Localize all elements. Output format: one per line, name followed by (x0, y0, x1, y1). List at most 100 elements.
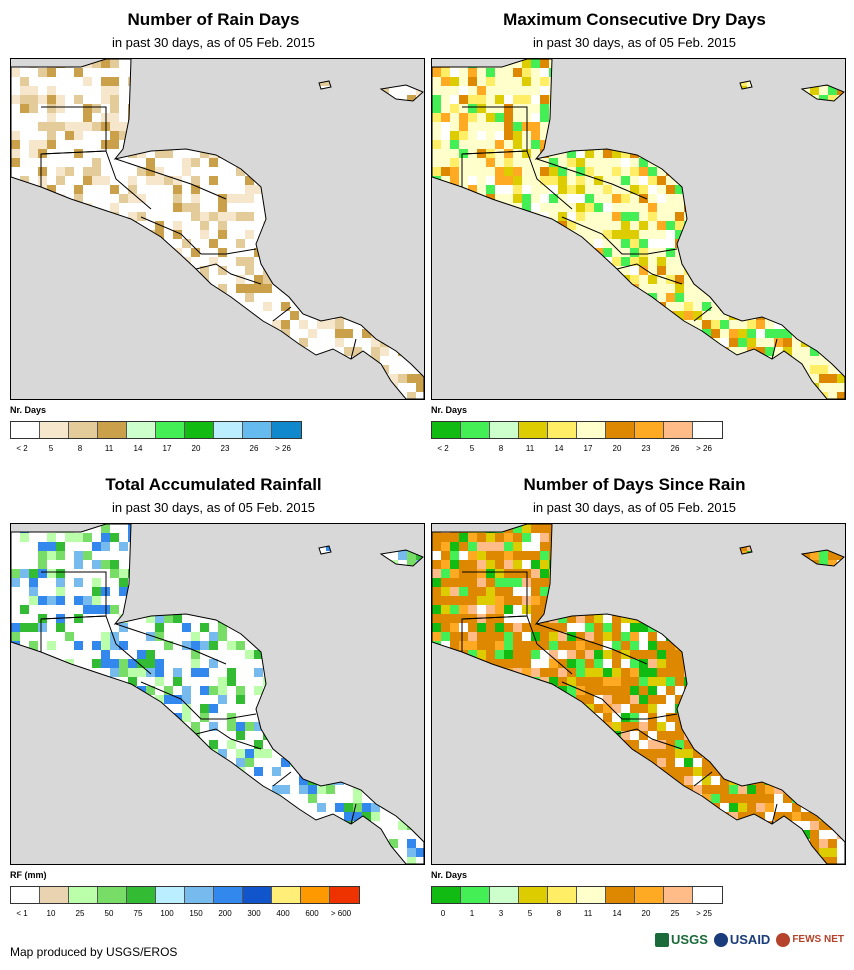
data-pixel (819, 830, 828, 839)
data-pixel (74, 650, 83, 659)
data-pixel (209, 740, 218, 749)
data-pixel (65, 131, 74, 140)
data-pixel (648, 167, 657, 176)
data-pixel (191, 659, 200, 668)
map-max-dry-days (431, 58, 846, 400)
data-pixel (11, 560, 20, 569)
data-pixel (450, 131, 459, 140)
data-pixel (11, 587, 20, 596)
data-pixel (432, 551, 441, 560)
data-pixel (119, 587, 128, 596)
data-pixel (504, 605, 513, 614)
data-pixel (486, 596, 495, 605)
data-pixel (200, 686, 209, 695)
data-pixel (576, 203, 585, 212)
data-pixel (65, 167, 74, 176)
data-pixel (495, 113, 504, 122)
data-pixel (155, 677, 164, 686)
data-pixel (245, 248, 254, 257)
data-pixel (630, 257, 639, 266)
map-svg (432, 59, 845, 399)
data-pixel (389, 374, 398, 383)
data-pixel (495, 578, 504, 587)
data-pixel (459, 113, 468, 122)
data-pixel (227, 239, 236, 248)
data-pixel (245, 257, 254, 266)
legend-tick-label: 3 (498, 909, 504, 918)
data-pixel (531, 560, 540, 569)
data-pixel (209, 266, 218, 275)
legend-swatch (69, 422, 98, 438)
data-pixel (20, 578, 29, 587)
data-pixel (416, 383, 424, 392)
data-pixel (450, 158, 459, 167)
data-pixel (74, 551, 83, 560)
data-pixel (531, 668, 540, 677)
coastline (379, 549, 424, 567)
data-pixel (657, 221, 666, 230)
data-pixel (227, 740, 236, 749)
data-pixel (441, 131, 450, 140)
data-pixel (540, 560, 549, 569)
data-pixel (209, 212, 218, 221)
data-pixel (711, 320, 720, 329)
data-pixel (522, 149, 531, 158)
data-pixel (11, 614, 20, 623)
data-pixel (191, 248, 200, 257)
coastline (432, 59, 845, 399)
legend-swatch (330, 887, 359, 903)
data-pixel (450, 587, 459, 596)
data-pixel (666, 677, 675, 686)
legend-swatch (635, 887, 664, 903)
data-pixel (648, 176, 657, 185)
data-pixel (38, 533, 47, 542)
data-pixel (459, 623, 468, 632)
data-pixel (621, 257, 630, 266)
data-pixel (522, 203, 531, 212)
data-pixel (558, 167, 567, 176)
data-pixel (218, 623, 227, 632)
data-pixel (101, 659, 110, 668)
data-pixel (218, 659, 227, 668)
data-pixel (110, 131, 119, 140)
data-pixel (236, 194, 245, 203)
data-pixel (657, 176, 666, 185)
data-pixel (191, 203, 200, 212)
data-pixel (477, 650, 486, 659)
data-pixel (245, 758, 254, 767)
data-pixel (83, 551, 92, 560)
data-pixel (612, 677, 621, 686)
data-pixel (639, 257, 648, 266)
data-pixel (513, 95, 522, 104)
data-pixel (38, 551, 47, 560)
legend-tick-label: 50 (104, 909, 114, 918)
data-pixel (594, 239, 603, 248)
data-pixel (450, 104, 459, 113)
data-pixel (101, 524, 110, 533)
data-pixel (74, 596, 83, 605)
data-pixel (531, 533, 540, 542)
data-pixel (684, 749, 693, 758)
legend-tick-label: 11 (525, 444, 535, 453)
data-pixel (459, 605, 468, 614)
data-pixel (236, 758, 245, 767)
data-pixel (92, 542, 101, 551)
data-pixel (657, 659, 666, 668)
data-pixel (56, 569, 65, 578)
panel-title: Number of Days Since Rain (523, 475, 746, 494)
data-pixel (56, 596, 65, 605)
data-pixel (828, 830, 837, 839)
data-pixel (164, 641, 173, 650)
legend-title: Nr. Days (431, 405, 468, 415)
data-pixel (693, 767, 702, 776)
data-pixel (56, 77, 65, 86)
country-border (272, 306, 292, 322)
data-pixel (495, 569, 504, 578)
data-pixel (495, 542, 504, 551)
map-svg (432, 524, 845, 864)
data-pixel (558, 212, 567, 221)
data-pixel (540, 659, 549, 668)
data-pixel (468, 176, 477, 185)
data-pixel (729, 812, 738, 821)
data-pixel (200, 641, 209, 650)
